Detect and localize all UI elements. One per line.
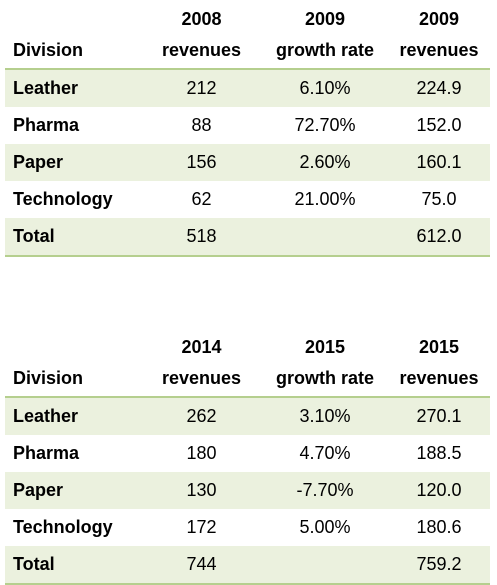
division-cell: Paper — [5, 144, 141, 181]
revenue-next-cell: 224.9 — [388, 69, 490, 107]
revenue-prev-cell: 212 — [141, 69, 262, 107]
revenue-prev-header: 2008 revenues — [141, 4, 262, 70]
table-row: Pharma 88 72.70% 152.0 — [5, 107, 490, 144]
revenue-prev-cell: 518 — [141, 218, 262, 257]
revenue-prev-cell: 172 — [186, 517, 217, 537]
growth-rate-cell: 5.00% — [299, 517, 351, 537]
division-cell: Pharma — [13, 443, 80, 463]
division-cell: Total — [5, 546, 141, 585]
table-row: Paper 130 -7.70% 120.0 — [5, 472, 490, 509]
revenue-prev-cell: 180 — [186, 443, 217, 463]
header-year: 2015 — [304, 337, 346, 357]
revenue-next-header: 2009 revenues — [388, 4, 490, 70]
revenue-next-cell: 152.0 — [416, 115, 462, 135]
revenue-next-cell: 75.0 — [421, 189, 457, 209]
division-cell: Total — [5, 218, 141, 257]
table-row: Paper 156 2.60% 160.1 — [5, 144, 490, 181]
growth-rate-header: 2009 growth rate — [262, 4, 388, 70]
total-row: Total 744 759.2 — [5, 546, 490, 585]
header-year: 2015 — [418, 337, 460, 357]
growth-rate-cell: 6.10% — [262, 69, 388, 107]
header-row: Division 2008 revenues 2009 growth rate … — [5, 4, 490, 70]
revenue-prev-cell: 262 — [141, 397, 262, 435]
header-year: 2014 — [181, 337, 222, 357]
growth-rate-cell: -7.70% — [262, 472, 388, 509]
revenue-prev-cell: 62 — [191, 189, 212, 209]
division-header: Division — [5, 4, 141, 70]
growth-rate-cell: 3.10% — [262, 397, 388, 435]
revenue-prev-cell: 88 — [191, 115, 212, 135]
growth-rate-cell: 4.70% — [299, 443, 351, 463]
header-label: revenues — [161, 40, 242, 60]
revenue-next-cell: 180.6 — [416, 517, 462, 537]
table-row: Technology 62 21.00% 75.0 — [5, 181, 490, 218]
growth-rate-cell — [262, 546, 388, 585]
revenue-next-cell: 120.0 — [388, 472, 490, 509]
header-label: revenues — [399, 368, 479, 388]
revenue-next-header: 2015 revenues — [388, 332, 490, 398]
table-row: Technology 172 5.00% 180.6 — [5, 509, 490, 546]
revenue-table-2014-2015: Division 2014 revenues 2015 growth rate … — [5, 332, 490, 585]
header-label: growth rate — [275, 40, 374, 60]
revenue-next-cell: 612.0 — [388, 218, 490, 257]
table-row: Leather 262 3.10% 270.1 — [5, 397, 490, 435]
division-cell: Leather — [5, 397, 141, 435]
growth-rate-header: 2015 growth rate — [262, 332, 388, 398]
division-cell: Leather — [5, 69, 141, 107]
growth-rate-cell: 72.70% — [294, 115, 356, 135]
header-year: 2009 — [418, 9, 460, 29]
division-cell: Technology — [13, 189, 113, 209]
revenue-next-cell: 160.1 — [388, 144, 490, 181]
revenue-next-cell: 270.1 — [388, 397, 490, 435]
header-label: revenues — [399, 40, 479, 60]
revenue-prev-cell: 744 — [141, 546, 262, 585]
growth-rate-cell: 2.60% — [262, 144, 388, 181]
revenue-prev-header: 2014 revenues — [141, 332, 262, 398]
division-cell: Pharma — [13, 115, 80, 135]
division-cell: Technology — [13, 517, 113, 537]
growth-rate-cell — [262, 218, 388, 257]
header-label: revenues — [161, 368, 242, 388]
revenue-prev-cell: 130 — [141, 472, 262, 509]
growth-rate-cell: 21.00% — [294, 189, 356, 209]
division-cell: Paper — [5, 472, 141, 509]
revenue-prev-cell: 156 — [141, 144, 262, 181]
total-row: Total 518 612.0 — [5, 218, 490, 257]
revenue-next-cell: 759.2 — [388, 546, 490, 585]
division-header: Division — [5, 332, 141, 398]
header-label: growth rate — [275, 368, 374, 388]
table-row: Pharma 180 4.70% 188.5 — [5, 435, 490, 472]
table-row: Leather 212 6.10% 224.9 — [5, 69, 490, 107]
revenue-table-2008-2009: Division 2008 revenues 2009 growth rate … — [5, 4, 490, 257]
header-year: 2009 — [304, 9, 346, 29]
header-year: 2008 — [181, 9, 222, 29]
header-row: Division 2014 revenues 2015 growth rate … — [5, 332, 490, 398]
revenue-next-cell: 188.5 — [416, 443, 462, 463]
